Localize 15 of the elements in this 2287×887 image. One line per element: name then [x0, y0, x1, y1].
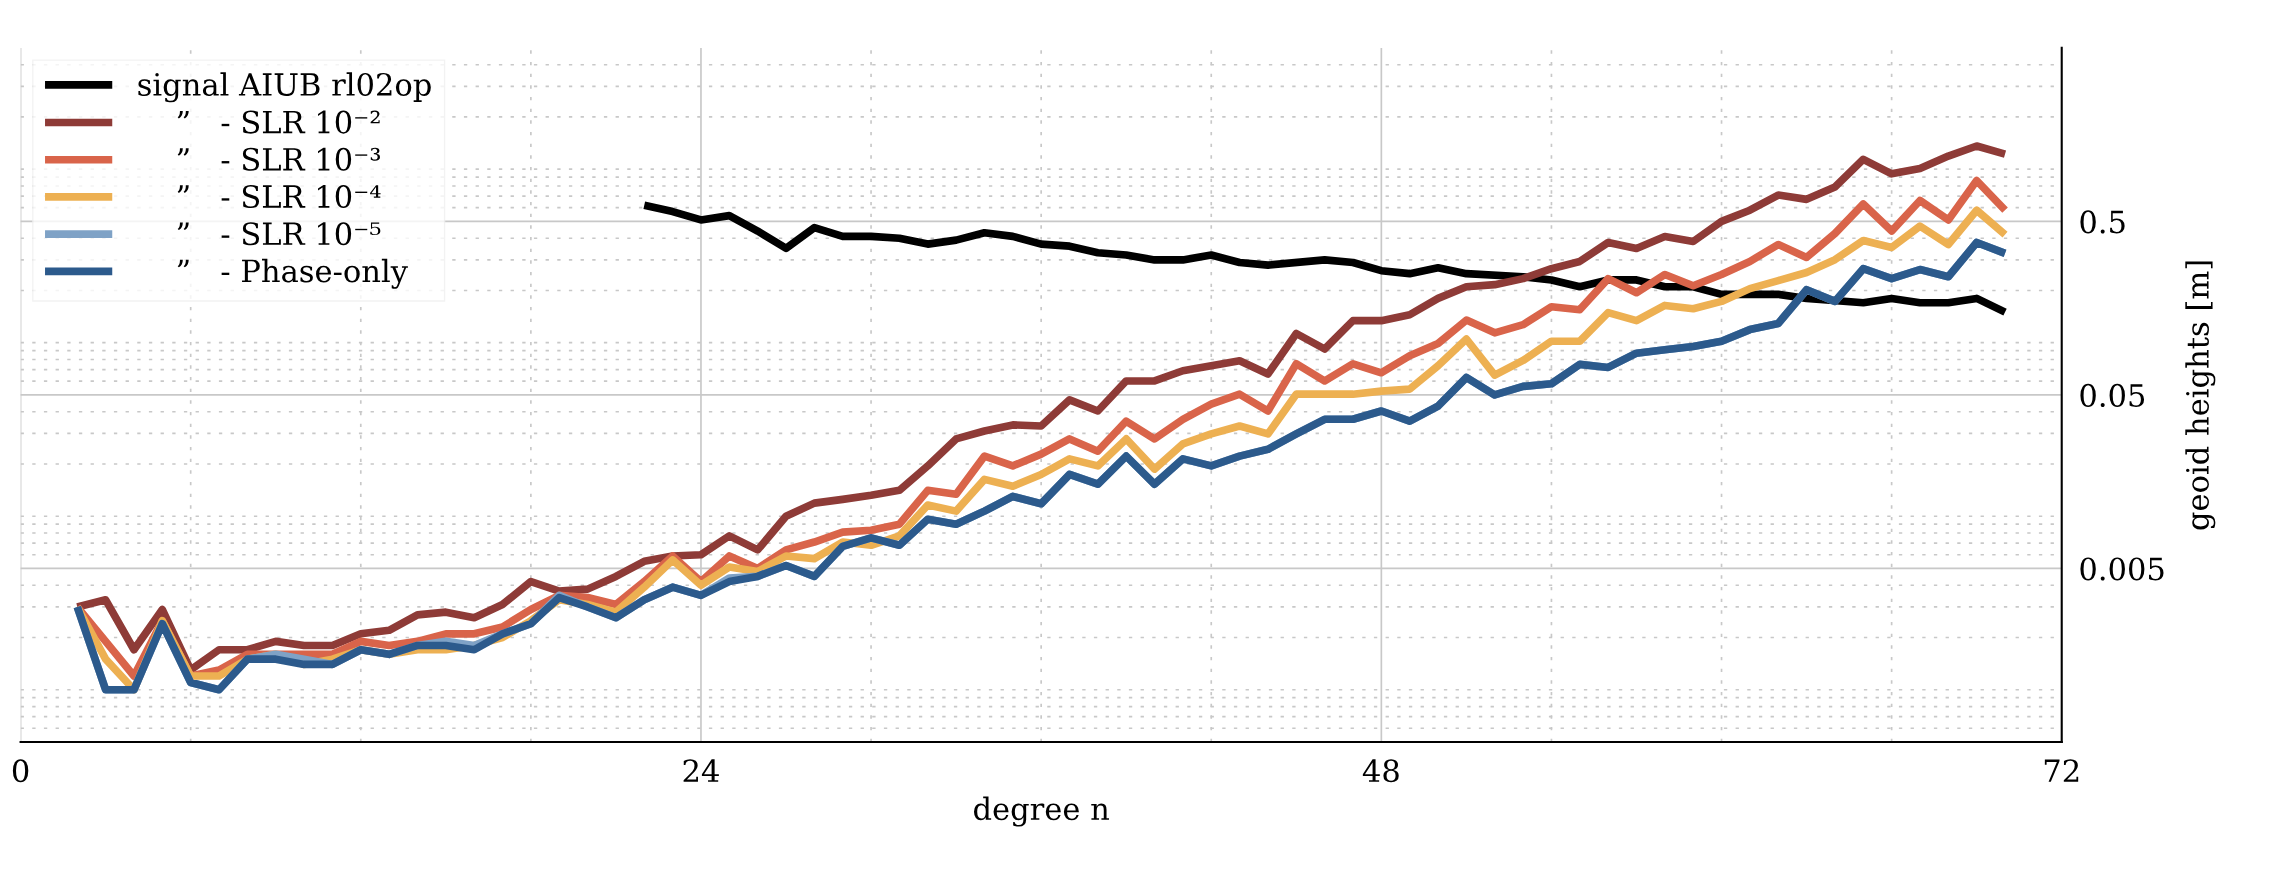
legend-label: ” - SLR 10⁻³ [177, 147, 380, 171]
x-axis-title: degree n [973, 796, 1109, 827]
legend-label: ” - SLR 10⁻⁴ [177, 184, 381, 209]
legend-label: ” - SLR 10⁻⁵ [177, 222, 381, 246]
y-tick-label: 0.005 [2080, 557, 2164, 581]
legend-label: ” - Phase-only [177, 258, 408, 289]
legend-label: ” - SLR 10⁻² [177, 110, 380, 134]
x-tick-label: 48 [1362, 759, 1399, 783]
y-tick-label: 0.05 [2080, 383, 2145, 407]
y-axis-title: geoid heights [m] [2185, 261, 2216, 530]
x-tick-label: 72 [2044, 759, 2079, 782]
y-tick-label: 0.5 [2080, 210, 2125, 234]
x-tick-label: 0 [12, 759, 29, 783]
x-tick-label: 24 [683, 759, 719, 782]
legend-label: signal AIUB rl02op [138, 72, 431, 103]
